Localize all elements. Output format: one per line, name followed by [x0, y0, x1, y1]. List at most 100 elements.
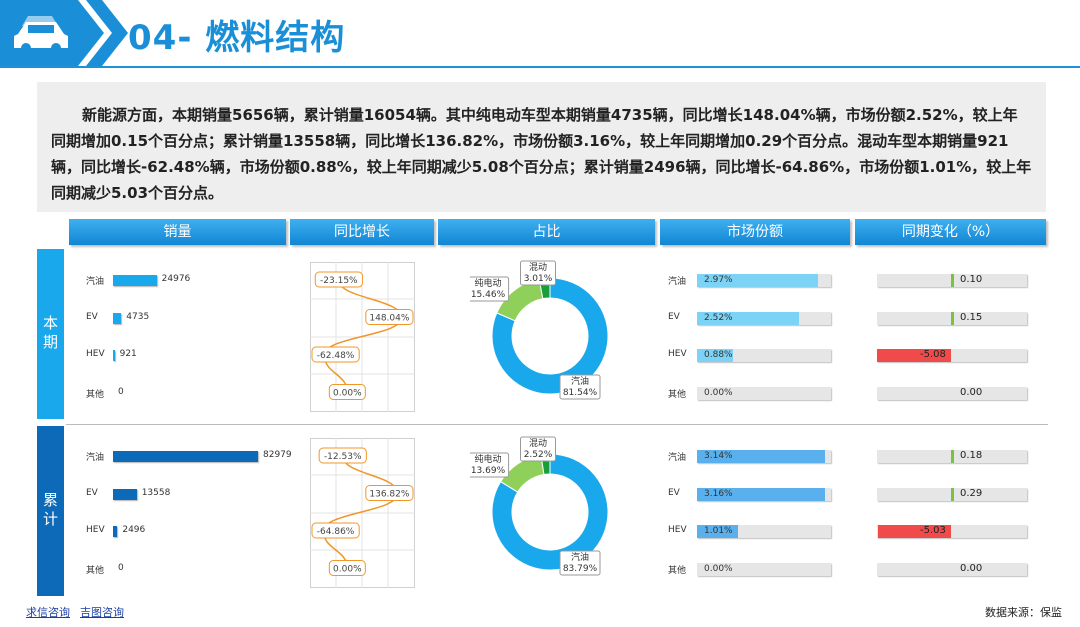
- growth-point-label: 148.04%: [365, 309, 414, 325]
- growth-chart-cumulative: -12.53% 136.82% -64.86% 0.00%: [310, 438, 415, 588]
- sales-category-label: 汽油: [86, 453, 105, 463]
- market-share-fill: [697, 487, 826, 501]
- sales-category-label: 其他: [86, 565, 105, 576]
- summary-box: 新能源方面，本期销量5656辆，累计销量16054辆。其中纯电动车型本期销量47…: [37, 82, 1046, 212]
- market-share-value: 3.16%: [704, 488, 733, 499]
- sales-category-label: 汽油: [86, 277, 105, 287]
- growth-point-label: -62.48%: [311, 346, 360, 363]
- sales-category-label: 其他: [86, 389, 105, 400]
- car-icon: [14, 16, 68, 53]
- svg-text:-64.86%: -64.86%: [317, 527, 355, 537]
- sales-category-label: HEV: [86, 525, 105, 535]
- header-band: [0, 0, 1080, 66]
- share-slice: [491, 453, 609, 571]
- market-share-value: 1.01%: [704, 526, 733, 536]
- growth-point-label: -23.15%: [314, 271, 363, 288]
- growth-line: [322, 455, 399, 569]
- share-slice-label: 混动2.52%: [520, 436, 556, 462]
- svg-text:148.04%: 148.04%: [369, 314, 409, 324]
- svg-text:汽油: 汽油: [571, 551, 589, 563]
- page-title: 04- 燃料结构: [128, 18, 346, 58]
- market-share-category-label: HEV: [668, 525, 687, 535]
- svg-text:-62.48%: -62.48%: [317, 351, 355, 361]
- svg-text:纯电动: 纯电动: [474, 277, 501, 289]
- svg-text:83.79%: 83.79%: [563, 564, 598, 574]
- market-share-category-label: HEV: [668, 349, 687, 359]
- section-label-current: 本期: [37, 249, 64, 419]
- section-label-cumulative: 累计: [37, 426, 64, 596]
- sales-value-label: 921: [119, 349, 137, 359]
- growth-point-label: 136.82%: [365, 485, 414, 501]
- market-share-category-label: EV: [668, 311, 680, 322]
- sales-value-label: 0: [118, 386, 124, 397]
- svg-text:-23.15%: -23.15%: [320, 276, 358, 286]
- sales-bar: [113, 451, 258, 462]
- change-fill-positive: [951, 311, 954, 325]
- col-header-sales: 销量: [69, 219, 286, 245]
- market-share-category-label: EV: [668, 487, 680, 498]
- col-header-market-share: 市场份额: [660, 219, 850, 245]
- market-share-fill: [697, 311, 800, 325]
- data-source: 数据来源：保监: [985, 606, 1062, 619]
- growth-chart-current: -23.15% 148.04% -62.48% 0.00%: [310, 262, 415, 412]
- change-value: 0.10: [960, 274, 983, 285]
- sales-value-label: 82979: [263, 450, 292, 460]
- change-value: -5.08: [920, 349, 946, 360]
- svg-text:-12.53%: -12.53%: [324, 452, 362, 462]
- sales-category-label: EV: [86, 487, 98, 498]
- sales-bar: [113, 526, 118, 537]
- market-share-fill: [697, 349, 733, 362]
- market-share-category-label: 汽油: [668, 277, 687, 287]
- svg-text:81.54%: 81.54%: [563, 388, 598, 398]
- market-share-value: 0.00%: [704, 387, 733, 398]
- market-share-category-label: 汽油: [668, 453, 687, 463]
- svg-text:混动: 混动: [529, 262, 547, 273]
- change-fill-positive: [951, 274, 954, 287]
- market-share-category-label: 其他: [668, 565, 687, 576]
- market-share-fill: [697, 450, 825, 463]
- market-share-track: [697, 562, 831, 576]
- svg-text:0.00%: 0.00%: [333, 565, 362, 575]
- change-value: 0.18: [960, 450, 983, 461]
- section-divider: [66, 424, 1048, 425]
- market-share-value: 0.88%: [704, 350, 733, 360]
- svg-text:3.01%: 3.01%: [524, 274, 553, 284]
- change-fill-positive: [951, 450, 954, 463]
- growth-point-label: 0.00%: [328, 384, 366, 400]
- svg-text:2.52%: 2.52%: [524, 450, 553, 460]
- svg-text:混动: 混动: [529, 438, 547, 449]
- change-fill-negative: [878, 525, 951, 538]
- sales-value-label: 0: [118, 562, 124, 573]
- growth-point-label: -64.86%: [311, 522, 360, 539]
- change-track: [877, 562, 1027, 576]
- market-share-value: 3.14%: [704, 451, 733, 461]
- growth-point-label: -12.53%: [318, 447, 367, 464]
- change-value: 0.15: [960, 311, 983, 323]
- change-value: 0.00: [960, 386, 983, 398]
- share-slice-label: 混动3.01%: [520, 260, 556, 286]
- footer-link-2[interactable]: 吉图咨询: [80, 606, 124, 619]
- market-share-value: 2.97%: [704, 275, 733, 285]
- sales-category-label: HEV: [86, 349, 105, 359]
- sales-bar: [113, 275, 157, 286]
- sales-value-label: 4735: [126, 311, 150, 322]
- footer-link-1[interactable]: 求信咨询: [26, 606, 70, 619]
- svg-text:15.46%: 15.46%: [471, 290, 506, 300]
- change-value: -5.03: [920, 525, 946, 536]
- svg-text:136.82%: 136.82%: [369, 490, 409, 500]
- sales-value-label: 24976: [161, 274, 191, 284]
- share-slice: [491, 277, 609, 395]
- growth-point-label: 0.00%: [328, 560, 366, 576]
- market-share-value: 2.52%: [704, 312, 733, 323]
- growth-line: [323, 279, 403, 393]
- col-header-share: 占比: [438, 219, 655, 245]
- svg-text:纯电动: 纯电动: [474, 453, 501, 465]
- summary-text: 新能源方面，本期销量5656辆，累计销量16054辆。其中纯电动车型本期销量47…: [51, 106, 1032, 202]
- sales-bar: [113, 488, 137, 500]
- sales-bar: [113, 350, 115, 361]
